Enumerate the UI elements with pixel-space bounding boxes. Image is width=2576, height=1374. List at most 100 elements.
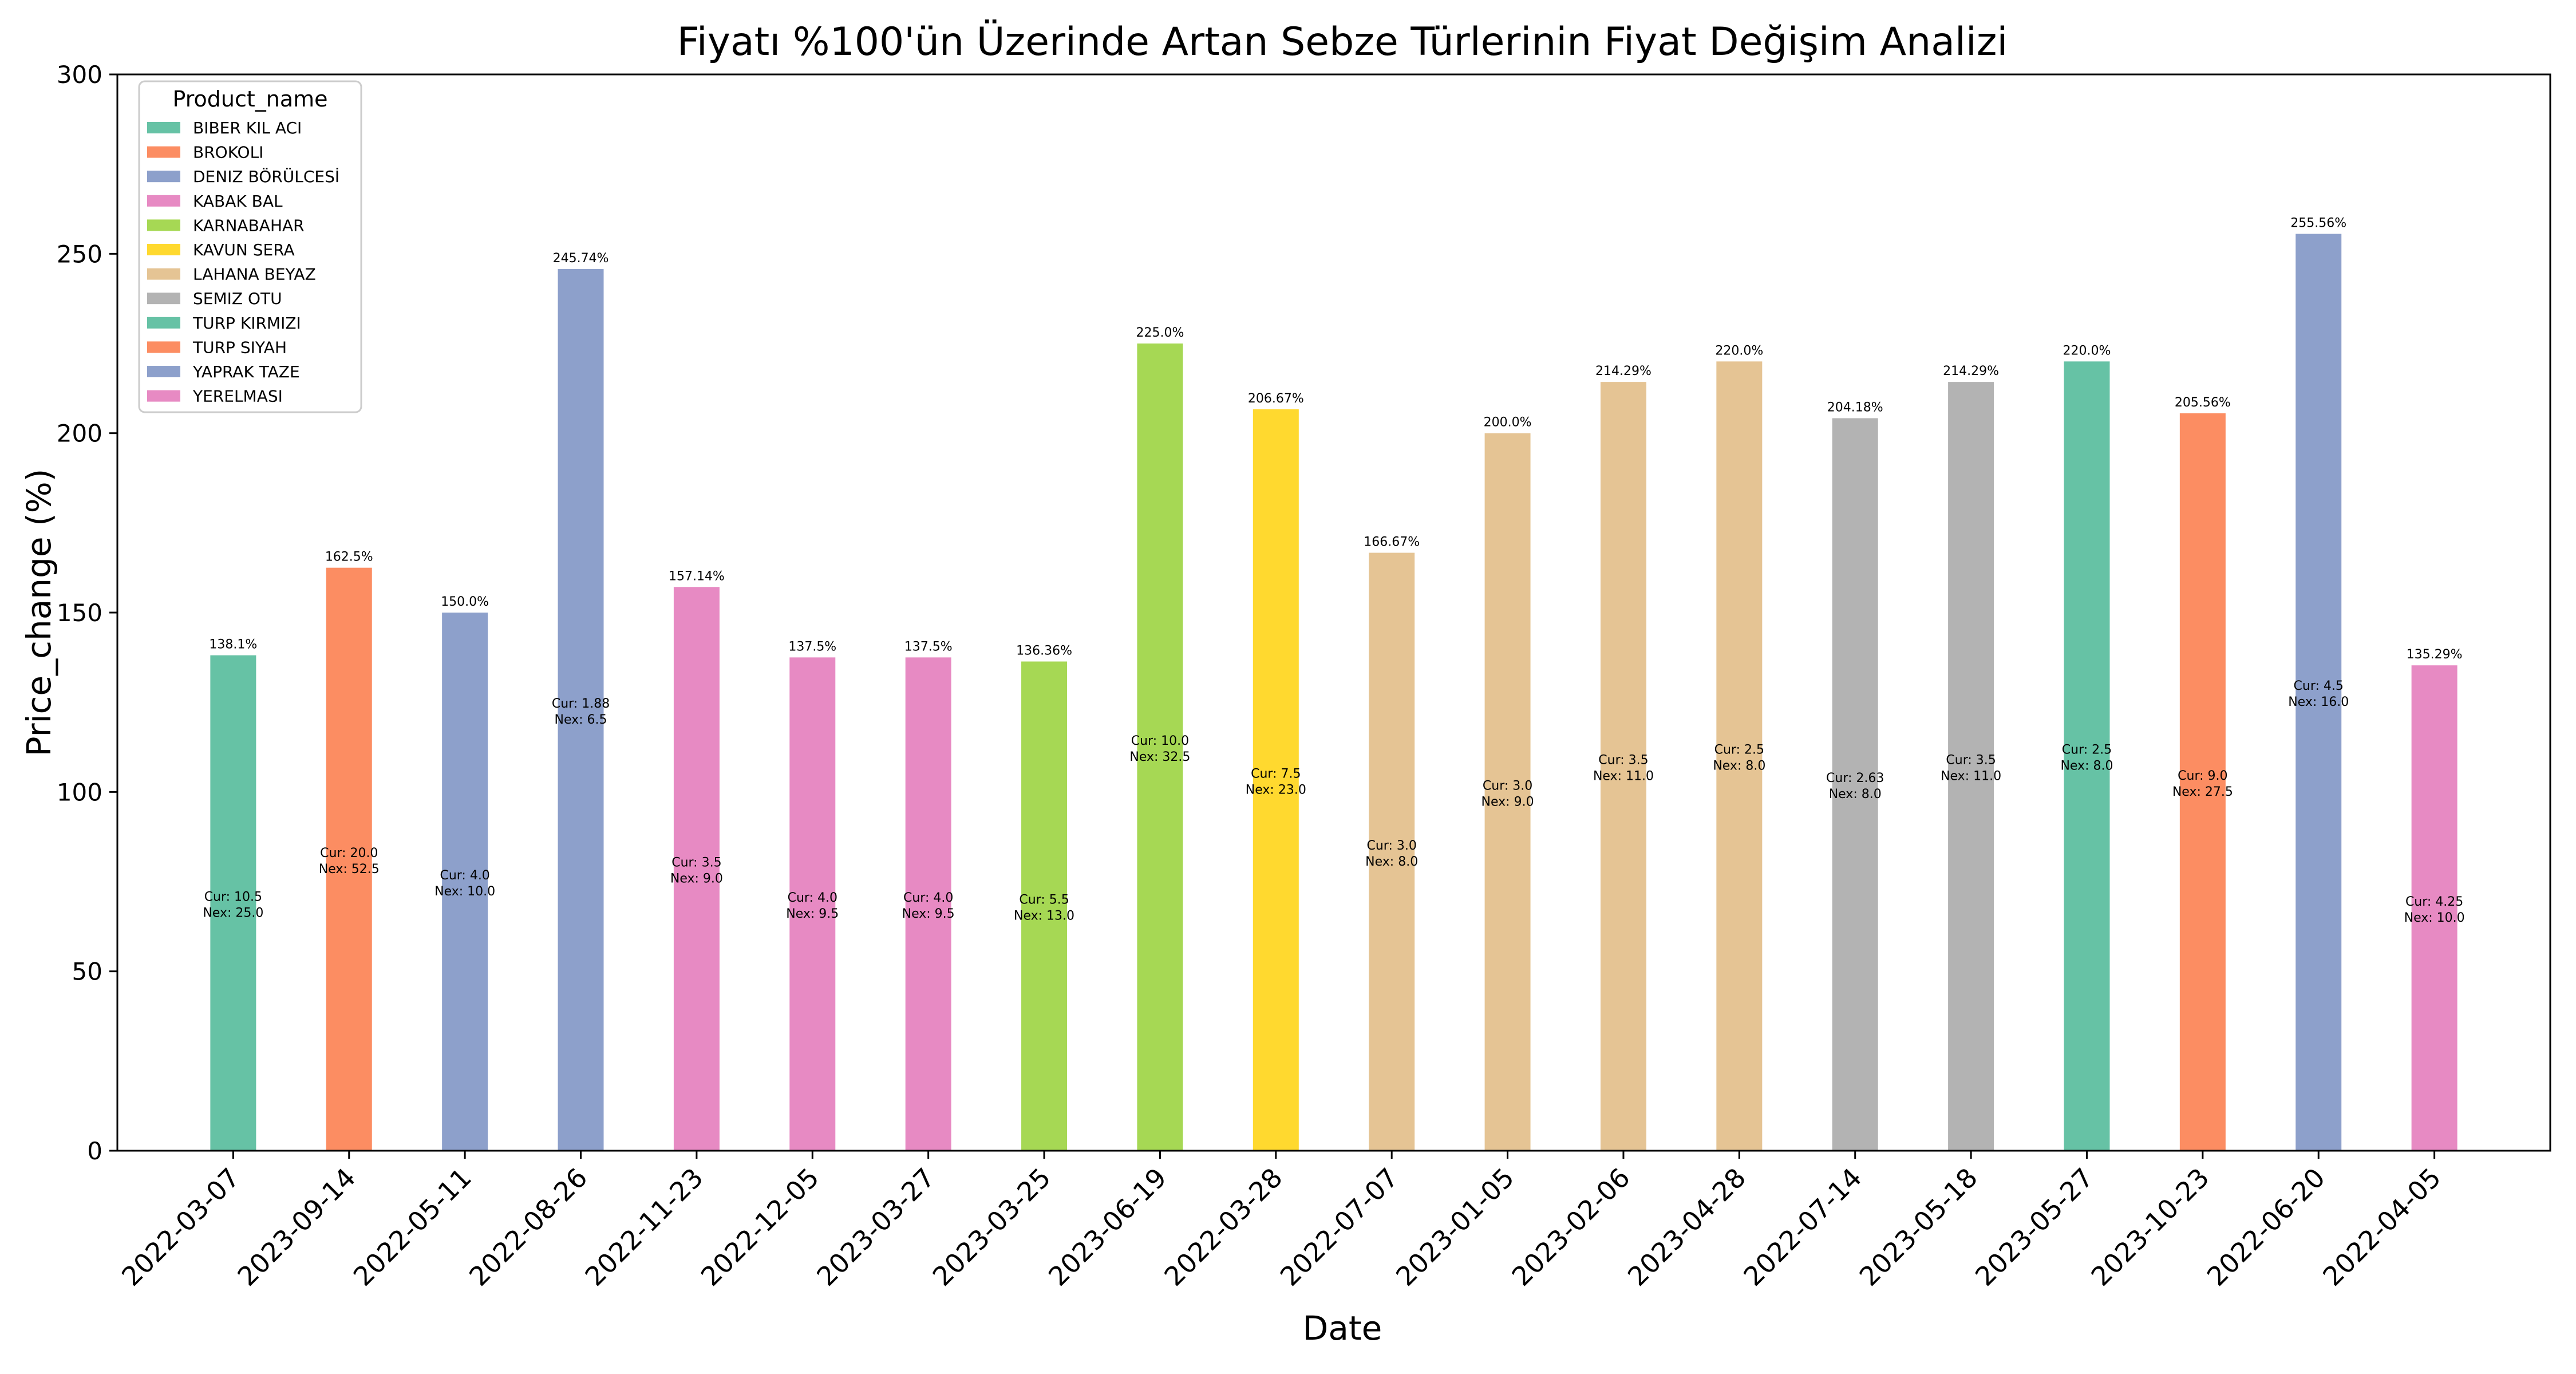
bar-current-price-label: Cur: 10.5 (204, 890, 262, 904)
legend-item-label: YAPRAK TAZE (192, 362, 300, 381)
bar-current-price-label: Cur: 3.5 (1946, 753, 1996, 768)
bar-next-price-label: Nex: 9.5 (786, 907, 839, 921)
bar-next-price-label: Nex: 8.0 (1829, 787, 1882, 802)
bar-current-price-label: Cur: 10.0 (1131, 734, 1189, 748)
bar-value-label: 200.0% (1484, 416, 1532, 430)
y-tick-label: 0 (87, 1137, 102, 1165)
bar (2411, 665, 2458, 1151)
legend: Product_name BIBER KIL ACI BROKOLI DENIZ B… (138, 80, 362, 413)
legend-swatch (147, 293, 180, 305)
bar-current-price-label: Cur: 3.0 (1483, 779, 1532, 793)
bar-current-price-label: Cur: 4.5 (2294, 679, 2344, 693)
bar-next-price-label: Nex: 8.0 (2060, 759, 2113, 773)
bar-current-price-label: Cur: 3.0 (1367, 839, 1417, 853)
bar-value-label: 204.18% (1827, 400, 1883, 414)
bar-next-price-label: Nex: 16.0 (2288, 695, 2349, 709)
legend-swatch (147, 366, 180, 377)
bar-value-label: 137.5% (904, 639, 953, 654)
bar-next-price-label: Nex: 25.0 (203, 906, 263, 920)
legend-item-label: SEMIZ OTU (193, 289, 282, 308)
legend-swatch (147, 171, 180, 183)
bar-next-price-label: Nex: 9.0 (1481, 795, 1534, 809)
bar (1600, 382, 1646, 1151)
bar (789, 657, 836, 1151)
bar-value-label: 225.0% (1136, 326, 1184, 340)
bar-value-label: 150.0% (441, 595, 489, 609)
bar-next-price-label: Nex: 11.0 (1593, 769, 1654, 784)
bar-current-price-label: Cur: 4.0 (440, 868, 489, 883)
legend-box (138, 80, 362, 413)
bar-next-price-label: Nex: 10.0 (434, 885, 495, 899)
bar-current-price-label: Cur: 1.88 (552, 697, 610, 711)
bar-inner-labels: Cur: 10.5 Nex: 25.0 Cur: 20.0 Nex: 52.5 Cur:… (203, 679, 2464, 925)
bar (2064, 361, 2110, 1151)
y-tick-label: 200 (57, 420, 102, 448)
bar (905, 657, 951, 1151)
bar-current-price-label: Cur: 2.5 (1714, 743, 1764, 757)
bar-current-price-label: Cur: 2.63 (1826, 771, 1884, 785)
bar-value-label: 245.74% (553, 251, 609, 266)
bar (1137, 344, 1183, 1151)
legend-item-label: BROKOLI (193, 143, 263, 162)
bar-value-label: 136.36% (1016, 643, 1072, 658)
bar-current-price-label: Cur: 3.5 (671, 856, 721, 870)
bar-current-price-label: Cur: 7.5 (1251, 767, 1301, 781)
bar-next-price-label: Nex: 8.0 (1365, 855, 1418, 869)
y-tick-label: 150 (57, 599, 102, 627)
legend-swatch (147, 317, 180, 329)
bars-layer (210, 234, 2458, 1151)
legend-item-label: KABAK BAL (193, 192, 283, 211)
bar (2179, 413, 2226, 1151)
legend-items: BIBER KIL ACI BROKOLI DENIZ BÖRÜLCESİ KABAK… (147, 119, 339, 406)
bar (1716, 361, 1763, 1151)
bar-value-label: 205.56% (2175, 396, 2231, 410)
chart-title: Fiyatı %100'ün Üzerinde Artan Sebze Türl… (677, 19, 2008, 65)
bar-value-label: 214.29% (1943, 364, 1999, 378)
bar (1021, 661, 1068, 1151)
legend-item-label: KAVUN SERA (193, 240, 295, 259)
bar-current-price-label: Cur: 4.0 (788, 891, 837, 905)
y-tick-label: 250 (57, 240, 102, 268)
bar-value-label: 220.0% (2063, 344, 2111, 358)
y-tick-label: 300 (57, 61, 102, 89)
bar-value-label: 166.67% (1364, 535, 1420, 550)
bar (1253, 409, 1299, 1151)
legend-swatch (147, 244, 180, 255)
bar-current-price-label: Cur: 4.0 (903, 891, 953, 905)
bar-current-price-label: Cur: 9.0 (2178, 769, 2227, 783)
bar (1832, 418, 1878, 1151)
bar-value-label: 135.29% (2407, 647, 2463, 662)
bar-next-price-label: Nex: 27.5 (2172, 785, 2233, 799)
bar (442, 613, 488, 1151)
bar-next-price-label: Nex: 52.5 (319, 862, 380, 876)
bar-current-price-label: Cur: 3.5 (1598, 753, 1648, 768)
legend-swatch (147, 268, 180, 280)
bar-value-label: 162.5% (325, 550, 373, 564)
bar-next-price-label: Nex: 9.5 (902, 907, 955, 921)
bar (2296, 234, 2342, 1151)
bar-current-price-label: Cur: 2.5 (2062, 743, 2112, 757)
legend-swatch (147, 341, 180, 353)
bar-next-price-label: Nex: 9.0 (670, 872, 723, 886)
bar-value-label: 137.5% (788, 639, 836, 654)
bar-value-label: 157.14% (669, 569, 725, 583)
bar-value-label: 214.29% (1595, 364, 1652, 378)
bar-value-label: 138.1% (209, 638, 257, 652)
bar (558, 269, 604, 1151)
y-axis: 0 50 100 150 200 250 300 (57, 61, 117, 1165)
bar-next-price-label: Nex: 13.0 (1014, 909, 1074, 923)
y-axis-label: Price_change (%) (19, 469, 58, 757)
bar-next-price-label: Nex: 32.5 (1129, 750, 1190, 764)
legend-item-label: BIBER KIL ACI (193, 119, 302, 137)
bar-value-label: 255.56% (2290, 216, 2346, 230)
bar (1948, 382, 1994, 1151)
bar-next-price-label: Nex: 10.0 (2404, 911, 2465, 925)
bar-next-price-label: Nex: 23.0 (1246, 783, 1306, 797)
bar (326, 567, 372, 1151)
bar-current-price-label: Cur: 4.25 (2405, 895, 2463, 909)
bar-current-price-label: Cur: 20.0 (320, 846, 378, 860)
x-axis-label: Date (1303, 1309, 1382, 1348)
bar-value-label: 206.67% (1248, 392, 1304, 406)
legend-swatch (147, 122, 180, 133)
